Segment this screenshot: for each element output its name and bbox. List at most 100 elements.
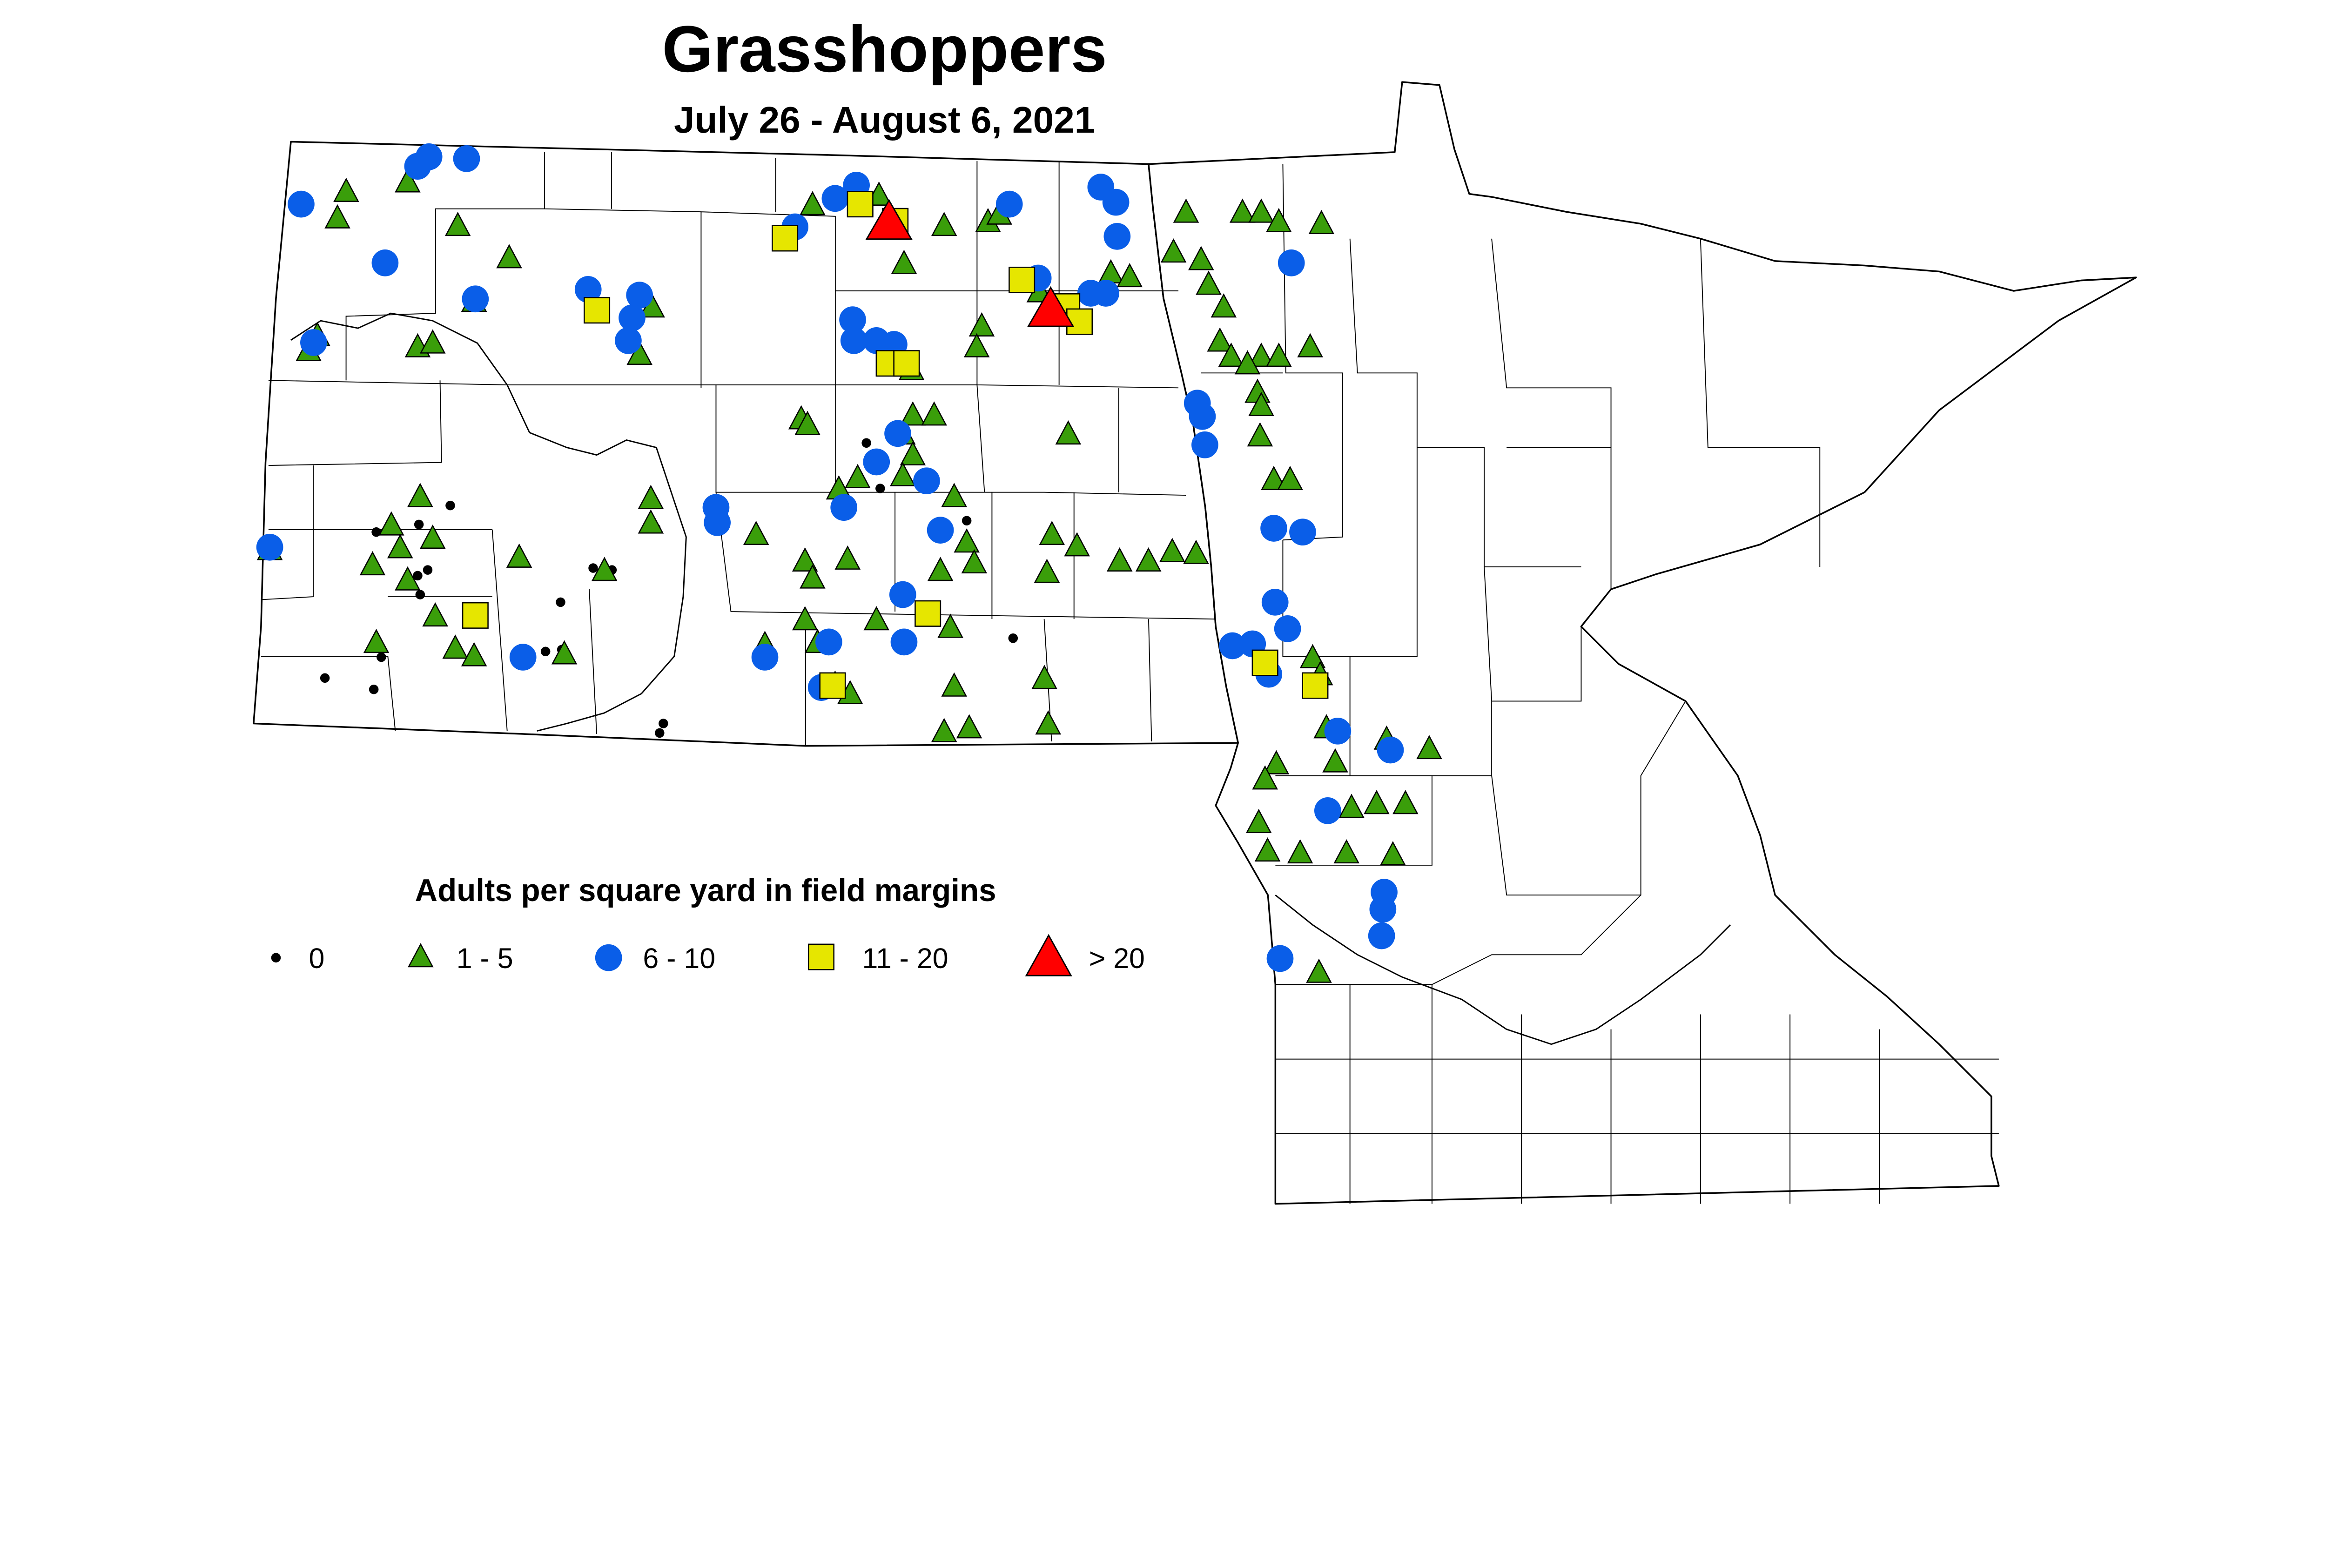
marker-1-5 bbox=[889, 462, 916, 486]
marker-1-5 bbox=[1229, 198, 1256, 223]
map-subtitle: July 26 - August 6, 2021 bbox=[674, 99, 1095, 141]
marker-6-10 bbox=[300, 329, 327, 356]
marker-1-5 bbox=[1207, 327, 1233, 352]
marker-1-5 bbox=[1392, 790, 1419, 814]
legend-label-severe: > 20 bbox=[1089, 942, 1145, 974]
marker-6-10 bbox=[1261, 589, 1289, 616]
marker-1-5 bbox=[1338, 794, 1365, 818]
marker-1-5 bbox=[407, 483, 433, 507]
marker-6-10 bbox=[890, 628, 918, 656]
marker-6-10 bbox=[995, 190, 1023, 218]
marker-6-10 bbox=[619, 304, 646, 331]
marker-zero bbox=[415, 590, 425, 599]
marker-1-5 bbox=[496, 244, 522, 269]
marker-1-5 bbox=[931, 212, 957, 236]
marker-6-10 bbox=[927, 517, 954, 544]
marker-11-20 bbox=[847, 191, 874, 218]
marker-1-5 bbox=[1263, 750, 1290, 774]
marker-zero bbox=[962, 516, 972, 525]
marker-1-5 bbox=[792, 547, 818, 572]
marker-zero bbox=[540, 646, 551, 657]
marker-6-10 bbox=[1103, 223, 1131, 250]
marker-6-10 bbox=[1102, 188, 1130, 216]
marker-1-5 bbox=[743, 520, 769, 545]
marker-11-20 bbox=[1302, 672, 1329, 699]
marker-1-5 bbox=[442, 634, 469, 659]
marker-11-20 bbox=[584, 297, 611, 324]
marker-6-10 bbox=[1377, 736, 1404, 764]
state-boundaries bbox=[253, 81, 2137, 1205]
marker-1-5 bbox=[1135, 547, 1162, 572]
marker-1-5 bbox=[1245, 808, 1272, 833]
legend-item-high: 11 - 20 bbox=[807, 942, 948, 974]
marker-zero bbox=[556, 597, 565, 607]
marker-6-10 bbox=[840, 327, 868, 354]
legend: Adults per square yard in field margins … bbox=[271, 873, 1145, 976]
marker-1-5 bbox=[551, 640, 578, 665]
marker-1-5 bbox=[1266, 208, 1292, 232]
marker-1-5 bbox=[968, 312, 995, 336]
marker-1-5 bbox=[1287, 839, 1313, 864]
marker-zero bbox=[369, 684, 379, 694]
marker-zero bbox=[1008, 633, 1018, 643]
marker-1-5 bbox=[506, 543, 532, 568]
marker-1-5 bbox=[937, 613, 963, 638]
marker-1-5 bbox=[1031, 665, 1057, 689]
marker-6-10 bbox=[256, 533, 283, 561]
marker-over-20 bbox=[865, 199, 913, 240]
marker-11-20 bbox=[893, 350, 920, 377]
marker-over-20 bbox=[1027, 286, 1075, 327]
marker-1-5 bbox=[1308, 209, 1335, 235]
marker-1-5 bbox=[1159, 538, 1185, 562]
marker-zero bbox=[445, 500, 455, 511]
marker-1-5 bbox=[387, 534, 413, 559]
marker-1-5 bbox=[1254, 837, 1281, 862]
missouri-river bbox=[290, 312, 687, 732]
marker-1-5 bbox=[1416, 735, 1442, 760]
marker-1-5 bbox=[378, 511, 404, 536]
legend-yellow-square-icon bbox=[807, 943, 834, 970]
legend-label-mid: 6 - 10 bbox=[643, 942, 715, 974]
marker-1-5 bbox=[1248, 391, 1274, 417]
marker-6-10 bbox=[462, 285, 489, 313]
marker-1-5 bbox=[1277, 465, 1303, 490]
marker-1-5 bbox=[1055, 420, 1082, 445]
marker-1-5 bbox=[363, 629, 390, 653]
marker-zero bbox=[588, 563, 598, 573]
marker-1-5 bbox=[963, 333, 990, 357]
marker-1-5 bbox=[419, 525, 446, 549]
marker-1-5 bbox=[1188, 246, 1214, 270]
marker-1-5 bbox=[1333, 839, 1360, 864]
marker-6-10 bbox=[839, 306, 866, 333]
marker-1-5 bbox=[359, 551, 386, 576]
marker-6-10 bbox=[574, 276, 602, 303]
marker-6-10 bbox=[1278, 249, 1305, 276]
marker-6-10 bbox=[509, 644, 537, 671]
marker-1-5 bbox=[1299, 644, 1326, 668]
marker-1-5 bbox=[1183, 539, 1209, 564]
marker-1-5 bbox=[900, 441, 926, 465]
marker-1-5 bbox=[1234, 350, 1261, 375]
legend-item-low: 1 - 5 bbox=[408, 942, 513, 974]
marker-1-5 bbox=[891, 249, 917, 274]
legend-red-triangle-icon bbox=[1025, 934, 1072, 976]
marker-1-5 bbox=[921, 401, 947, 426]
marker-1-5 bbox=[1380, 841, 1406, 866]
marker-zero bbox=[320, 673, 330, 683]
marker-6-10 bbox=[821, 185, 849, 212]
marker-1-5 bbox=[1322, 748, 1348, 773]
marker-1-5 bbox=[931, 718, 957, 742]
marker-1-5 bbox=[800, 191, 826, 215]
marker-1-5 bbox=[1116, 263, 1143, 288]
marker-11-20 bbox=[1009, 266, 1036, 294]
marker-1-5 bbox=[1261, 465, 1287, 490]
legend-blue-circle-icon bbox=[595, 944, 622, 971]
county-lines bbox=[261, 152, 1999, 1204]
grasshopper-map: Grasshoppers July 26 - August 6, 2021 Ad… bbox=[253, 12, 2137, 1205]
marker-1-5 bbox=[941, 672, 967, 697]
marker-1-5 bbox=[1306, 958, 1332, 983]
marker-1-5 bbox=[1248, 198, 1274, 223]
marker-1-5 bbox=[845, 464, 871, 488]
marker-6-10 bbox=[751, 644, 779, 671]
marker-6-10 bbox=[1289, 518, 1316, 546]
